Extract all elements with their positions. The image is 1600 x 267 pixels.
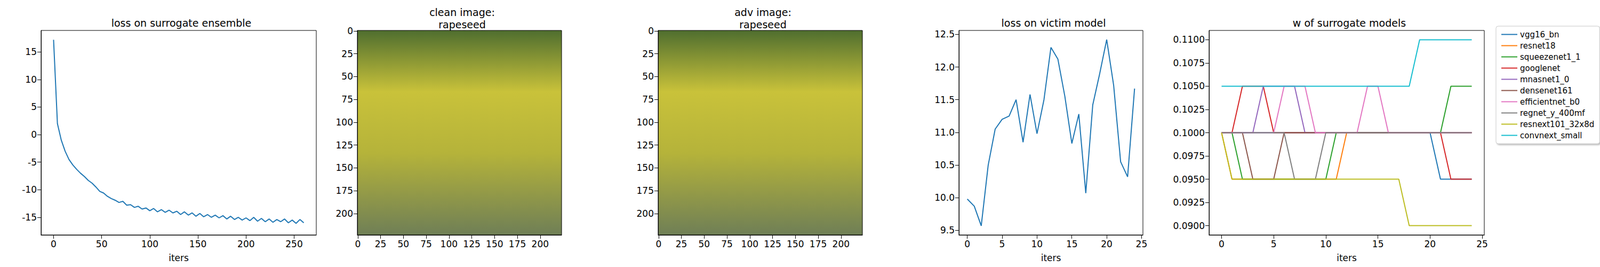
svg-text:adv image:: adv image:	[734, 6, 792, 19]
svg-text:0: 0	[50, 238, 57, 250]
svg-text:9.5: 9.5	[940, 224, 955, 236]
svg-text:75: 75	[721, 238, 733, 250]
svg-text:0: 0	[30, 129, 37, 140]
svg-text:15: 15	[1372, 238, 1384, 250]
svg-text:175: 175	[636, 185, 654, 196]
svg-text:25: 25	[1476, 238, 1488, 250]
svg-text:75: 75	[420, 238, 432, 250]
svg-text:resnet18: resnet18	[1520, 41, 1556, 51]
svg-text:50: 50	[96, 238, 108, 250]
svg-text:0: 0	[655, 238, 662, 250]
svg-text:-15: -15	[21, 211, 37, 223]
svg-text:mnasnet1_0: mnasnet1_0	[1520, 74, 1570, 85]
svg-text:100: 100	[336, 116, 354, 128]
svg-text:0.0975: 0.0975	[1173, 150, 1205, 162]
svg-text:20: 20	[1100, 238, 1113, 250]
svg-text:200: 200	[832, 238, 850, 250]
svg-text:rapeseed: rapeseed	[739, 18, 787, 31]
svg-text:15: 15	[25, 46, 37, 58]
svg-text:200: 200	[237, 238, 255, 250]
svg-text:10.0: 10.0	[934, 192, 955, 203]
svg-text:0.1100: 0.1100	[1173, 34, 1205, 45]
svg-text:12.5: 12.5	[934, 28, 955, 40]
svg-text:125: 125	[336, 139, 354, 151]
svg-text:125: 125	[763, 238, 781, 250]
svg-text:10: 10	[1320, 238, 1332, 250]
svg-text:resnext101_32x8d: resnext101_32x8d	[1520, 119, 1595, 130]
svg-text:11.5: 11.5	[934, 94, 955, 106]
svg-text:0.0925: 0.0925	[1173, 196, 1205, 208]
svg-text:0: 0	[347, 25, 354, 37]
svg-text:0.0950: 0.0950	[1173, 173, 1205, 185]
svg-text:loss on victim model: loss on victim model	[1001, 17, 1107, 29]
svg-text:50: 50	[642, 70, 654, 82]
svg-text:w of surrogate models: w of surrogate models	[1292, 17, 1406, 29]
svg-text:50: 50	[698, 238, 711, 250]
svg-text:0: 0	[648, 25, 654, 37]
svg-text:175: 175	[336, 185, 354, 196]
svg-text:75: 75	[642, 93, 654, 105]
svg-text:loss on surrogate ensemble: loss on surrogate ensemble	[111, 17, 252, 29]
svg-text:0.1000: 0.1000	[1173, 127, 1205, 139]
svg-text:squeezenet1_1: squeezenet1_1	[1520, 52, 1581, 63]
svg-text:200: 200	[336, 208, 354, 219]
svg-text:12.0: 12.0	[934, 61, 955, 73]
svg-text:150: 150	[636, 162, 654, 173]
svg-text:15: 15	[1066, 238, 1078, 250]
svg-text:0.1025: 0.1025	[1173, 104, 1205, 115]
svg-text:200: 200	[636, 208, 654, 219]
svg-text:5: 5	[30, 101, 37, 112]
svg-text:densenet161: densenet161	[1520, 85, 1573, 96]
svg-text:175: 175	[809, 238, 827, 250]
svg-text:10.5: 10.5	[934, 159, 955, 171]
svg-text:250: 250	[285, 238, 303, 250]
svg-text:200: 200	[531, 238, 549, 250]
svg-text:150: 150	[336, 162, 354, 173]
svg-text:convnext_small: convnext_small	[1520, 130, 1583, 141]
svg-text:25: 25	[675, 238, 688, 250]
svg-text:25: 25	[1136, 238, 1148, 250]
svg-text:11.0: 11.0	[934, 126, 955, 138]
svg-text:100: 100	[141, 238, 159, 250]
svg-text:-10: -10	[21, 184, 37, 195]
svg-text:vgg16_bn: vgg16_bn	[1520, 29, 1560, 40]
svg-text:100: 100	[636, 116, 654, 128]
svg-text:150: 150	[189, 238, 207, 250]
svg-text:150: 150	[485, 238, 503, 250]
svg-text:efficientnet_b0: efficientnet_b0	[1520, 97, 1580, 108]
svg-text:50: 50	[341, 70, 354, 82]
svg-text:125: 125	[636, 139, 654, 151]
svg-text:iters: iters	[1041, 252, 1062, 263]
svg-text:0: 0	[354, 238, 361, 250]
svg-text:0.0900: 0.0900	[1173, 220, 1205, 231]
svg-text:75: 75	[341, 93, 354, 105]
svg-text:100: 100	[440, 238, 458, 250]
svg-text:iters: iters	[168, 252, 189, 263]
svg-text:50: 50	[397, 238, 410, 250]
svg-text:rapeseed: rapeseed	[438, 18, 486, 31]
svg-text:5: 5	[999, 238, 1006, 250]
svg-text:25: 25	[642, 48, 654, 60]
svg-text:iters: iters	[1336, 252, 1357, 263]
svg-text:25: 25	[341, 48, 354, 60]
svg-text:0.1050: 0.1050	[1173, 80, 1205, 92]
svg-text:clean image:: clean image:	[429, 6, 495, 19]
svg-text:20: 20	[1424, 238, 1437, 250]
svg-text:10: 10	[1031, 238, 1044, 250]
svg-text:10: 10	[25, 74, 37, 85]
svg-text:100: 100	[741, 238, 759, 250]
svg-text:25: 25	[374, 238, 387, 250]
svg-text:googlenet: googlenet	[1520, 63, 1561, 74]
svg-text:-5: -5	[27, 156, 37, 168]
svg-text:0: 0	[964, 238, 971, 250]
svg-text:150: 150	[786, 238, 804, 250]
svg-text:0: 0	[1218, 238, 1225, 250]
svg-text:125: 125	[462, 238, 480, 250]
svg-text:regnet_y_400mf: regnet_y_400mf	[1520, 108, 1586, 119]
svg-text:175: 175	[508, 238, 526, 250]
svg-text:0.1075: 0.1075	[1173, 57, 1205, 69]
svg-text:5: 5	[1270, 238, 1277, 250]
